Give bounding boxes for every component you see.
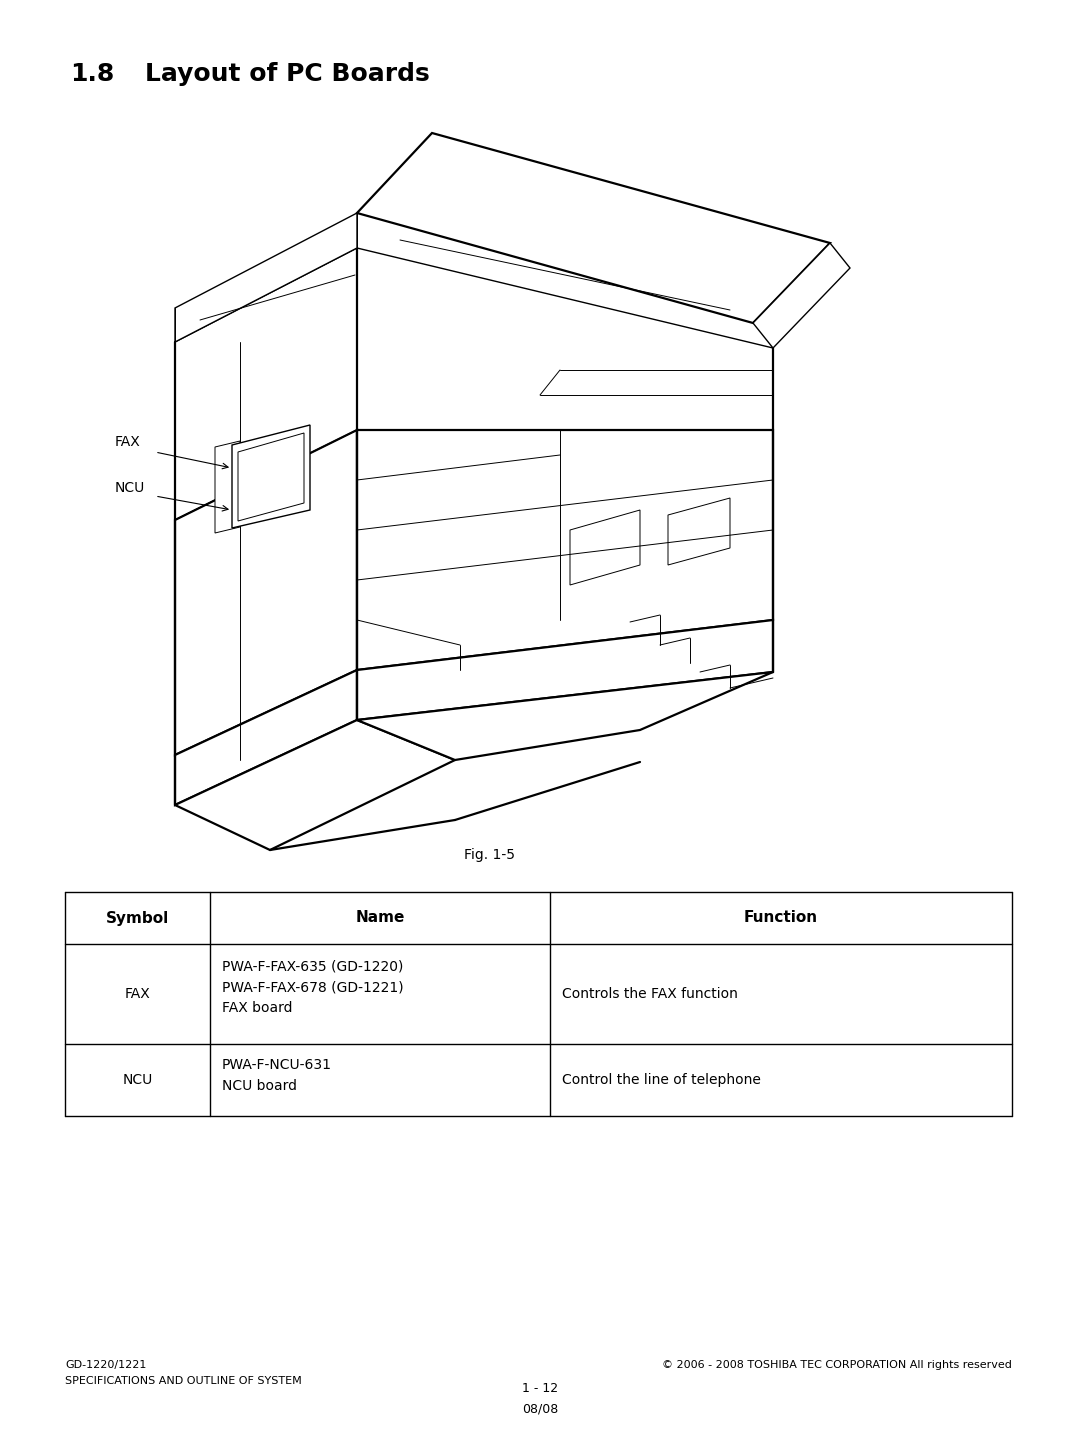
- Polygon shape: [175, 670, 357, 806]
- Polygon shape: [753, 244, 850, 347]
- Text: 08/08: 08/08: [522, 1402, 558, 1415]
- Polygon shape: [238, 432, 303, 522]
- Polygon shape: [669, 499, 730, 565]
- Text: Name: Name: [355, 911, 405, 925]
- Text: 1 - 12: 1 - 12: [522, 1382, 558, 1395]
- Text: Controls the FAX function: Controls the FAX function: [562, 987, 738, 1001]
- Text: PWA-F-FAX-635 (GD-1220)
PWA-F-FAX-678 (GD-1221)
FAX board: PWA-F-FAX-635 (GD-1220) PWA-F-FAX-678 (G…: [222, 960, 404, 1016]
- Polygon shape: [357, 133, 831, 323]
- Polygon shape: [232, 425, 310, 527]
- Text: NCU: NCU: [122, 1074, 152, 1087]
- Text: FAX: FAX: [114, 435, 140, 450]
- Polygon shape: [570, 510, 640, 585]
- Text: Function: Function: [744, 911, 818, 925]
- Polygon shape: [357, 248, 773, 429]
- Text: SPECIFICATIONS AND OUTLINE OF SYSTEM: SPECIFICATIONS AND OUTLINE OF SYSTEM: [65, 1376, 301, 1386]
- Polygon shape: [357, 672, 773, 759]
- Polygon shape: [175, 429, 357, 755]
- Polygon shape: [175, 213, 357, 342]
- Polygon shape: [357, 620, 773, 720]
- Text: © 2006 - 2008 TOSHIBA TEC CORPORATION All rights reserved: © 2006 - 2008 TOSHIBA TEC CORPORATION Al…: [662, 1360, 1012, 1370]
- Text: GD-1220/1221: GD-1220/1221: [65, 1360, 147, 1370]
- Text: PWA-F-NCU-631
NCU board: PWA-F-NCU-631 NCU board: [222, 1058, 332, 1092]
- Text: Fig. 1-5: Fig. 1-5: [464, 847, 515, 862]
- Text: 1.8: 1.8: [70, 62, 114, 86]
- Text: Control the line of telephone: Control the line of telephone: [562, 1074, 761, 1087]
- Text: Symbol: Symbol: [106, 911, 170, 925]
- Polygon shape: [357, 429, 773, 670]
- Text: NCU: NCU: [114, 481, 145, 496]
- Polygon shape: [175, 720, 455, 850]
- Polygon shape: [215, 441, 240, 533]
- Text: Layout of PC Boards: Layout of PC Boards: [145, 62, 430, 86]
- Polygon shape: [175, 248, 357, 520]
- Text: FAX: FAX: [124, 987, 150, 1001]
